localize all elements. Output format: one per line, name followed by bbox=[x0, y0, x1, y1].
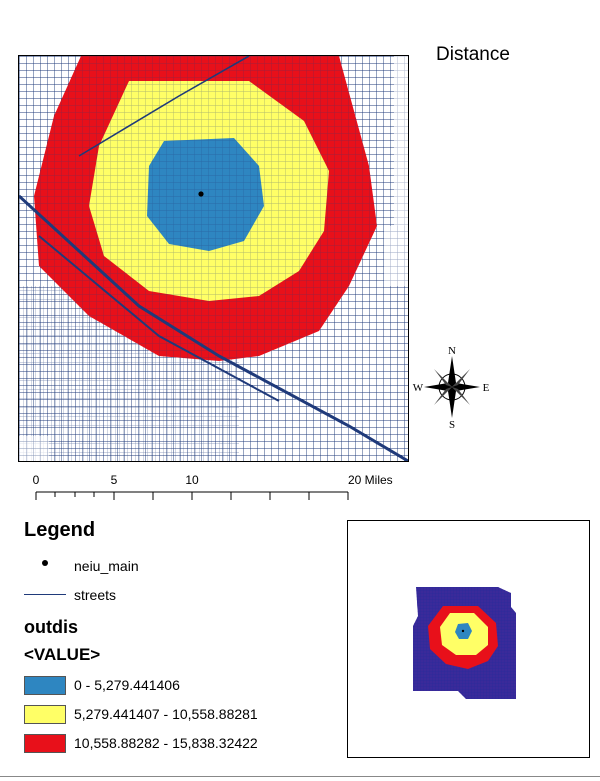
compass-e: E bbox=[483, 382, 490, 394]
legend-line-label: streets bbox=[74, 587, 117, 603]
scale-bar: 0 5 10 20 Miles bbox=[20, 470, 410, 510]
legend-class-2-label: 5,279.441407 - 10,558.88281 bbox=[74, 706, 258, 722]
legend-swatch-3 bbox=[24, 734, 66, 753]
page-bottom-rule bbox=[0, 776, 600, 777]
main-map[interactable] bbox=[18, 55, 409, 462]
overview-map[interactable] bbox=[347, 520, 590, 758]
scale-tick-10: 10 bbox=[185, 473, 199, 487]
legend-swatch-2 bbox=[24, 705, 66, 724]
legend-field-name: <VALUE> bbox=[24, 645, 101, 664]
neiu-main-point[interactable] bbox=[198, 191, 204, 197]
compass-n: N bbox=[448, 345, 456, 357]
compass-w: W bbox=[413, 382, 424, 394]
scale-tick-20: 20 Miles bbox=[348, 473, 393, 487]
legend-raster-title: outdis bbox=[24, 617, 78, 637]
overview-canvas bbox=[413, 587, 516, 699]
point-symbol-icon bbox=[42, 560, 48, 566]
scale-tick-0: 0 bbox=[33, 473, 40, 487]
scale-tick-5: 5 bbox=[111, 473, 118, 487]
legend-class-3-label: 10,558.88282 - 15,838.32422 bbox=[74, 735, 258, 751]
legend-class-1-label: 0 - 5,279.441406 bbox=[74, 677, 180, 693]
map-canvas bbox=[19, 56, 408, 461]
legend-title: Legend bbox=[24, 519, 96, 541]
compass-rose-icon: N S W E bbox=[413, 345, 490, 431]
map-title: Distance bbox=[436, 44, 510, 65]
compass-s: S bbox=[449, 419, 455, 431]
line-symbol-icon bbox=[24, 594, 66, 595]
legend-swatch-1 bbox=[24, 676, 66, 695]
legend-point-label: neiu_main bbox=[74, 558, 139, 574]
north-arrow: N S W E bbox=[412, 342, 492, 432]
